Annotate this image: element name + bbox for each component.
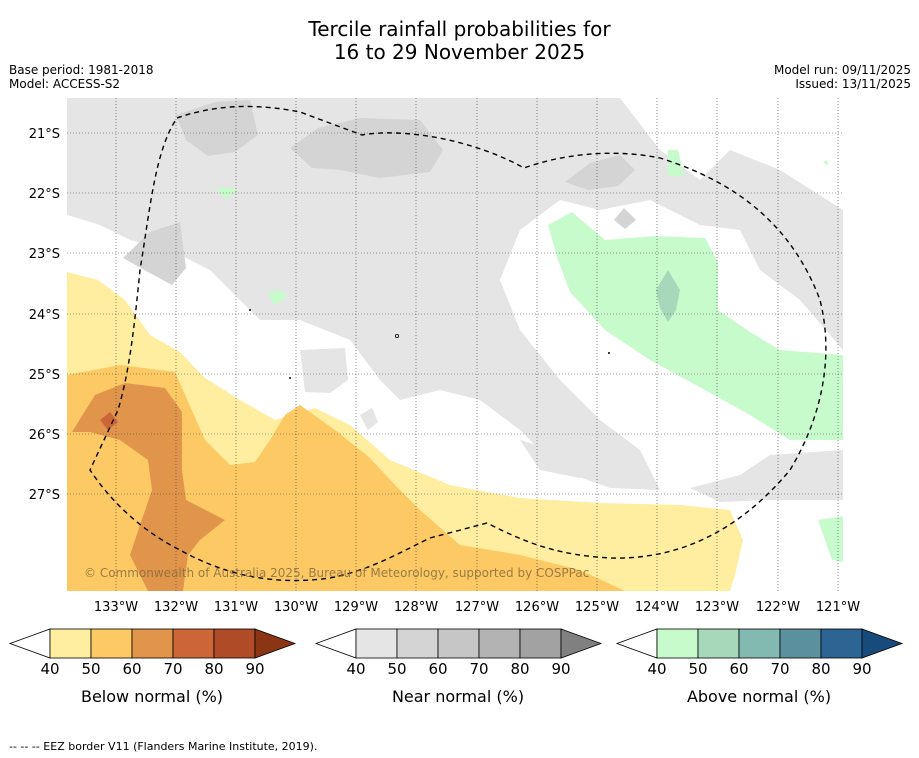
- above-normal-shading: [216, 150, 843, 562]
- probability-shading: [67, 98, 843, 591]
- below-normal-label: Below normal (%): [80, 687, 224, 706]
- near-normal-colorbar: [314, 628, 603, 659]
- colorbar-tick-label: 70: [770, 660, 790, 678]
- longitude-label: 131°W: [214, 600, 258, 615]
- model-run: Model run: 09/11/2025: [773, 63, 911, 77]
- below-normal-colorbar: [8, 628, 297, 659]
- map-title: Tercile rainfall probabilities for 16 to…: [0, 18, 919, 64]
- colorbar-segment: [656, 628, 699, 659]
- colorbar-min-arrow: [314, 628, 357, 659]
- latitude-label: 24°S: [29, 308, 60, 323]
- longitude-label: 130°W: [274, 600, 318, 615]
- island-marker: [289, 377, 291, 379]
- colorbar-tick-label: 40: [647, 660, 667, 678]
- colorbar-segment: [213, 628, 256, 659]
- colorbar-tick-label: 70: [163, 660, 183, 678]
- longitude-label: 132°W: [154, 600, 198, 615]
- colorbar-segment: [478, 628, 521, 659]
- colorbar-segment: [396, 628, 439, 659]
- longitude-label: 133°W: [94, 600, 138, 615]
- colorbar-tick-label: 90: [852, 660, 872, 678]
- title-line-1: Tercile rainfall probabilities for: [308, 17, 611, 41]
- above-normal-50-shading: [656, 270, 680, 322]
- colorbar-tick-label: 90: [551, 660, 571, 678]
- colorbar-tick-label: 60: [428, 660, 448, 678]
- latitude-labels: 21°S 22°S 23°S 24°S 25°S 26°S 27°S: [29, 127, 60, 503]
- near-normal-label: Near normal (%): [391, 687, 525, 706]
- longitude-label: 124°W: [635, 600, 679, 615]
- below-normal-70-shading: [100, 412, 118, 430]
- colorbar-tick-label: 80: [510, 660, 530, 678]
- latitude-label: 22°S: [29, 187, 60, 202]
- colorbar-segment: [779, 628, 822, 659]
- island-marker: [608, 352, 610, 354]
- colorbar-segment: [820, 628, 863, 659]
- colorbar-segment: [697, 628, 740, 659]
- longitude-label: 126°W: [515, 600, 559, 615]
- colorbar-max-arrow: [861, 628, 904, 659]
- base-period: Base period: 1981-2018: [9, 63, 154, 77]
- gridlines: [67, 98, 843, 591]
- colorbar-tick-label: 80: [811, 660, 831, 678]
- above-normal-label: Above normal (%): [686, 687, 832, 706]
- meta-left: Base period: 1981-2018 Model: ACCESS-S2: [9, 63, 154, 91]
- colorbar-tick-label: 60: [729, 660, 749, 678]
- colorbar-tick-label: 50: [387, 660, 407, 678]
- colorbar-segment: [519, 628, 562, 659]
- above-normal-colorbar: [615, 628, 904, 659]
- latitude-label: 21°S: [29, 127, 60, 142]
- longitude-label: 121°W: [816, 600, 860, 615]
- colorbar-tick-label: 40: [40, 660, 60, 678]
- eez-footnote: -- -- -- EEZ border V11 (Flanders Marine…: [9, 740, 318, 753]
- colorbar-segment: [738, 628, 781, 659]
- island-marker: [249, 309, 251, 311]
- colorbar-max-arrow: [560, 628, 603, 659]
- colorbar-tick-label: 80: [204, 660, 224, 678]
- latitude-label: 27°S: [29, 488, 60, 503]
- longitude-label: 125°W: [575, 600, 619, 615]
- near-normal-shading: [67, 98, 843, 502]
- colorbar-segment: [49, 628, 92, 659]
- colorbar-segment: [355, 628, 398, 659]
- colorbar-tick-label: 90: [245, 660, 265, 678]
- colorbar-min-arrow: [615, 628, 658, 659]
- longitude-labels: 133°W 132°W 131°W 130°W 129°W 128°W 127°W 126°W…: [94, 600, 860, 615]
- below-normal-60-shading: [72, 383, 225, 591]
- colorbar-segment: [90, 628, 133, 659]
- model-name: Model: ACCESS-S2: [9, 77, 121, 91]
- eez-border: [89, 105, 827, 582]
- colorbar-segment: [131, 628, 174, 659]
- title-line-2: 16 to 29 November 2025: [333, 40, 586, 64]
- latitude-label: 25°S: [29, 368, 60, 383]
- longitude-label: 127°W: [455, 600, 499, 615]
- colorbar-tick-label: 50: [81, 660, 101, 678]
- meta-right: Model run: 09/11/2025 Issued: 13/11/2025: [774, 63, 911, 91]
- colorbar-segment: [172, 628, 215, 659]
- copyright-text: © Commonwealth of Australia 2025, Bureau…: [84, 566, 589, 580]
- longitude-label: 122°W: [756, 600, 800, 615]
- colorbar-max-arrow: [254, 628, 297, 659]
- longitude-label: 129°W: [334, 600, 378, 615]
- latitude-label: 23°S: [29, 247, 60, 262]
- island-marker: [394, 333, 399, 338]
- colorbar-tick-label: 40: [346, 660, 366, 678]
- latitude-label: 26°S: [29, 428, 60, 443]
- colorbar-tick-label: 50: [688, 660, 708, 678]
- issued-date: Issued: 13/11/2025: [795, 77, 911, 91]
- colorbar-tick-label: 70: [469, 660, 489, 678]
- colorbar-min-arrow: [8, 628, 51, 659]
- colorbar-segment: [437, 628, 480, 659]
- longitude-label: 123°W: [695, 600, 739, 615]
- colorbar-tick-label: 60: [122, 660, 142, 678]
- longitude-label: 128°W: [394, 600, 438, 615]
